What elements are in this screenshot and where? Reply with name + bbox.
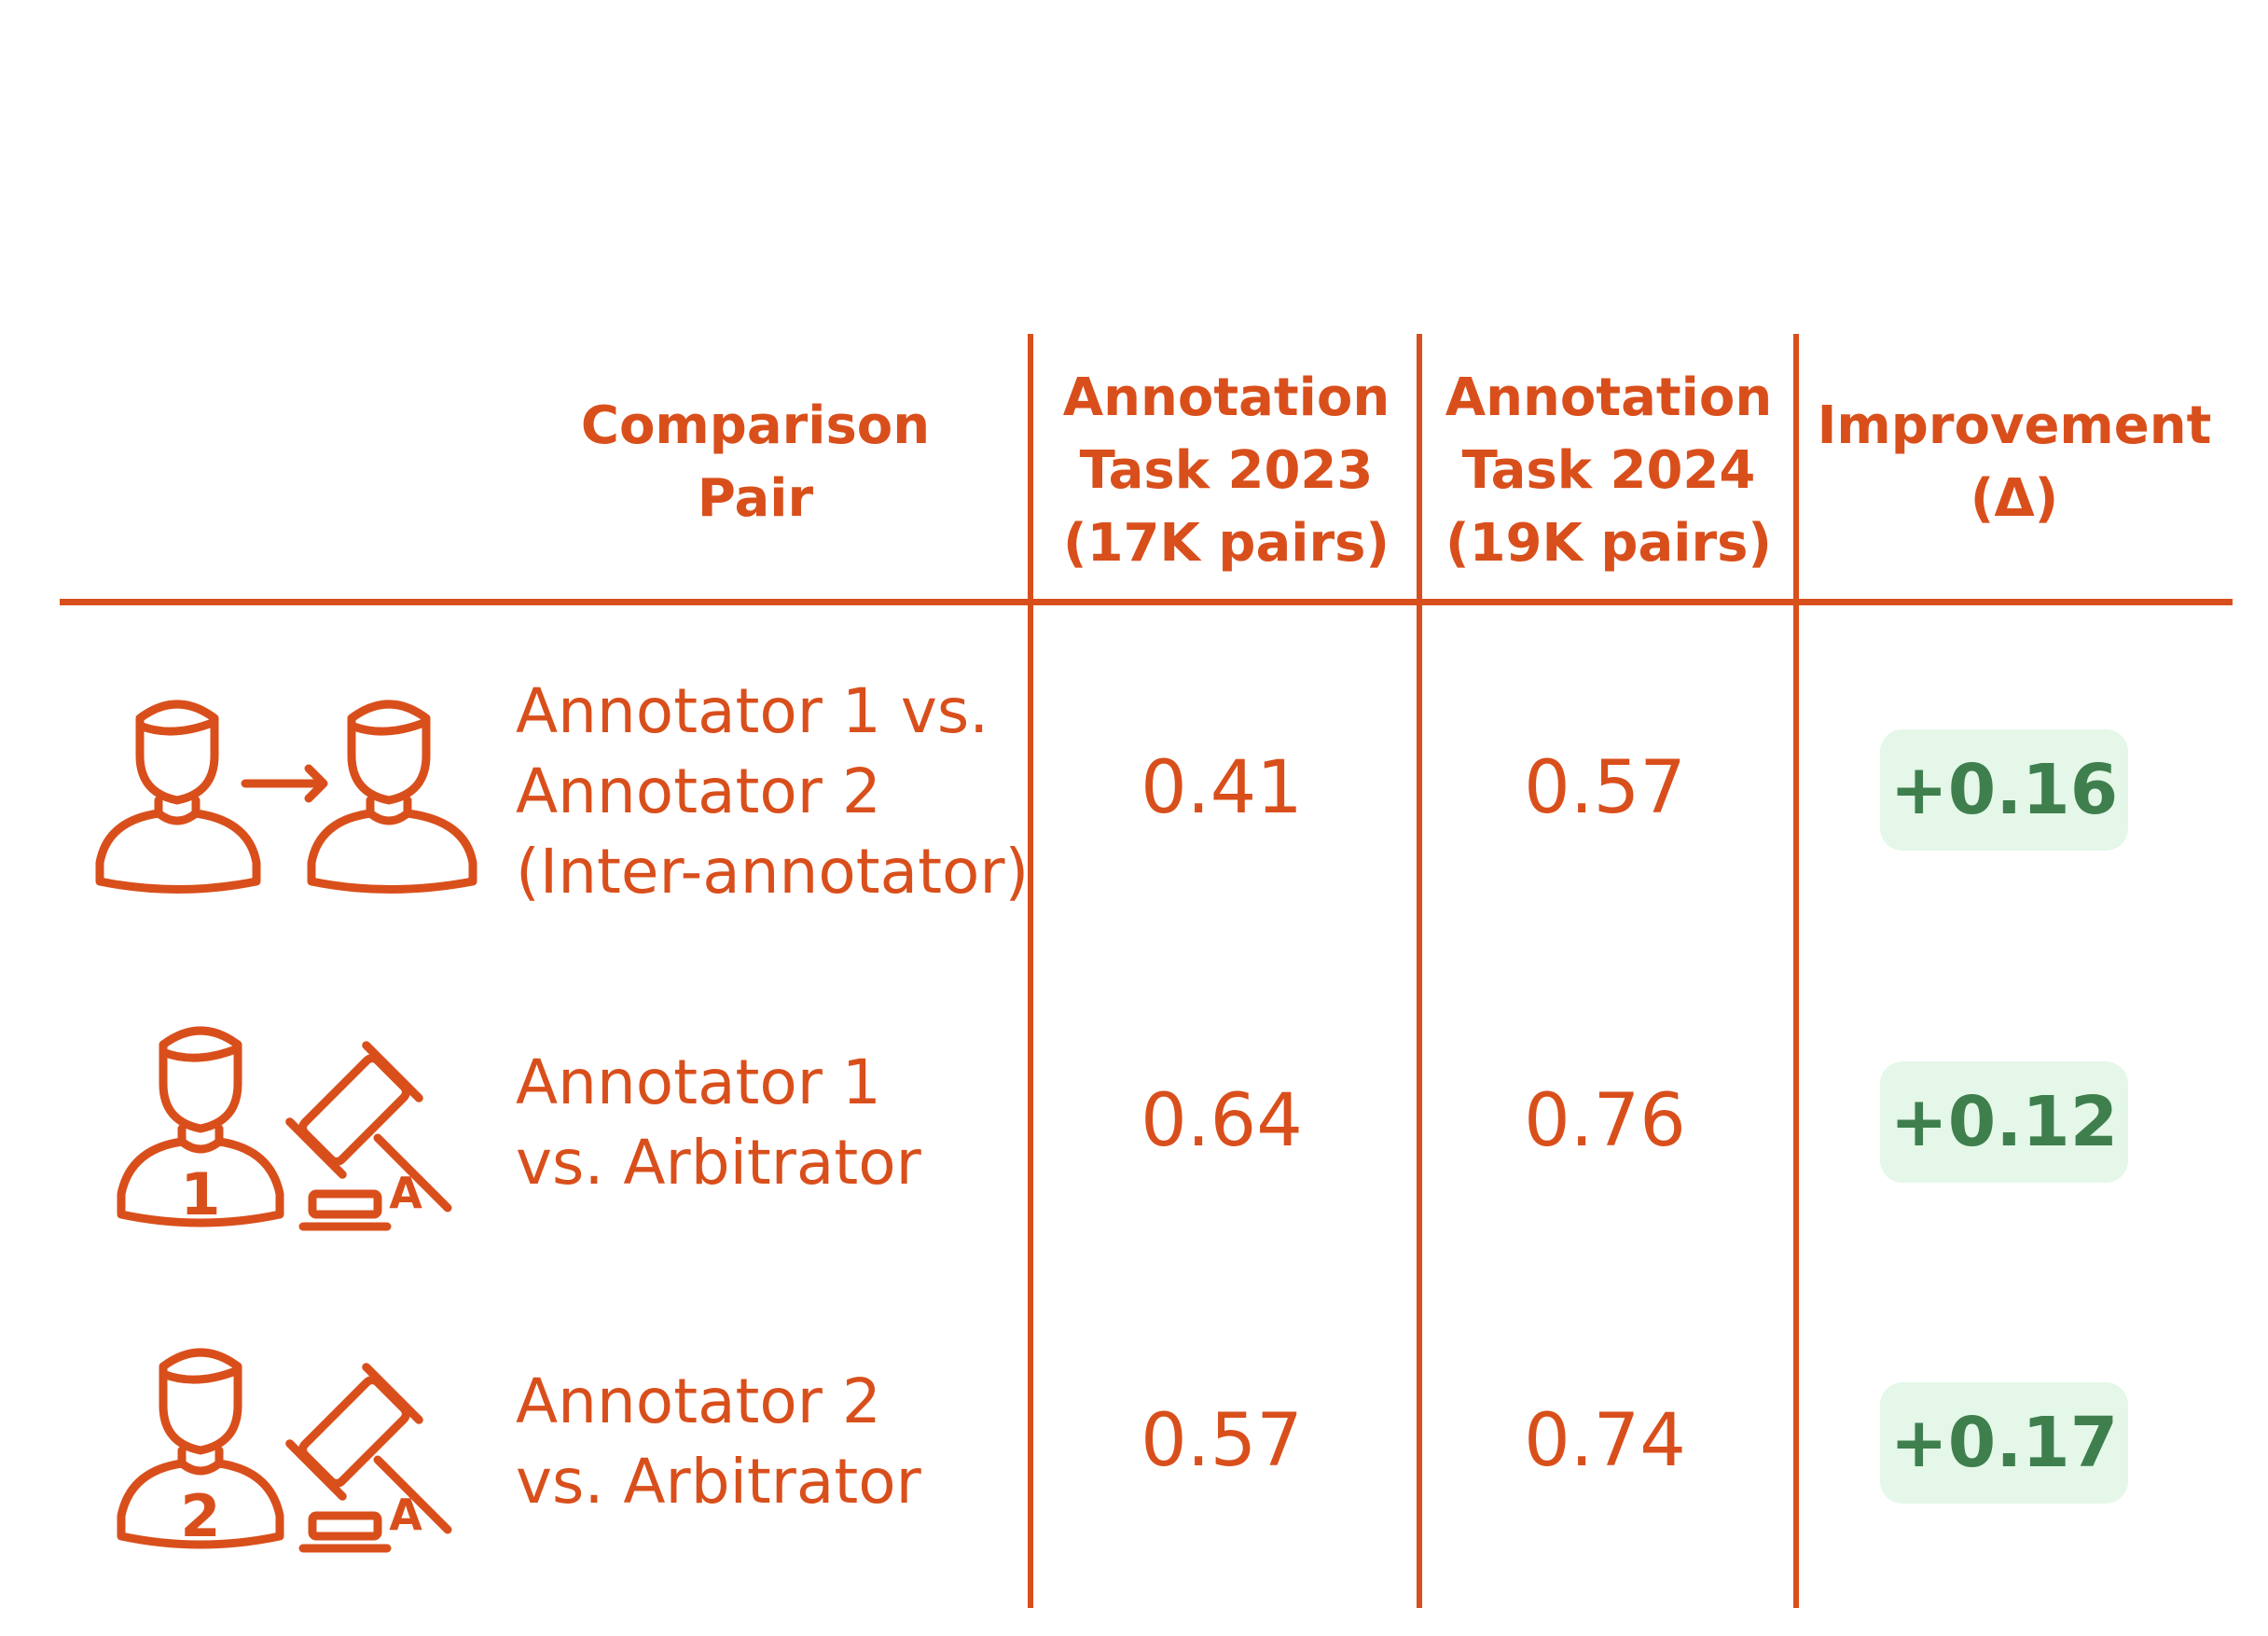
row-2-value-2024: 0.76 bbox=[1524, 1079, 1686, 1163]
header-task-2024: Annotation Task 2024 (19K pairs) bbox=[1445, 367, 1773, 574]
row-2-label: Annotator 1 vs. Arbitrator bbox=[516, 1047, 921, 1199]
header-improvement: Improvement (Δ) bbox=[1817, 395, 2212, 529]
header-comparison-pair: Comparison Pair bbox=[580, 395, 931, 529]
annotator-2-arbitrator-icon: 2 A bbox=[107, 1329, 471, 1562]
column-divider-2 bbox=[1417, 334, 1422, 1608]
row-3-improvement-badge: +0.17 bbox=[1880, 1382, 2128, 1504]
row-1-value-2024: 0.57 bbox=[1524, 746, 1686, 830]
row-3-value-2023: 0.57 bbox=[1141, 1399, 1303, 1483]
column-divider-1 bbox=[1028, 334, 1033, 1608]
row-3-label: Annotator 2 vs. Arbitrator bbox=[516, 1366, 921, 1518]
svg-text:A: A bbox=[389, 1490, 422, 1540]
svg-text:A: A bbox=[389, 1168, 422, 1218]
column-divider-3 bbox=[1793, 334, 1799, 1608]
svg-text:2: 2 bbox=[180, 1482, 220, 1550]
row-1-value-2023: 0.41 bbox=[1141, 746, 1303, 830]
row-2-improvement-badge: +0.12 bbox=[1880, 1061, 2128, 1183]
row-1-label: Annotator 1 vs. Annotator 2 (Inter-annot… bbox=[516, 675, 1030, 908]
svg-text:1: 1 bbox=[180, 1160, 220, 1228]
header-divider bbox=[60, 599, 2233, 605]
annotator-1-arbitrator-icon: 1 A bbox=[107, 1007, 471, 1241]
annotator-to-annotator-icon bbox=[89, 681, 490, 905]
row-2-value-2023: 0.64 bbox=[1141, 1079, 1303, 1163]
row-1-improvement-badge: +0.16 bbox=[1880, 729, 2128, 851]
row-3-value-2024: 0.74 bbox=[1524, 1399, 1686, 1483]
header-task-2023: Annotation Task 2023 (17K pairs) bbox=[1062, 367, 1390, 574]
